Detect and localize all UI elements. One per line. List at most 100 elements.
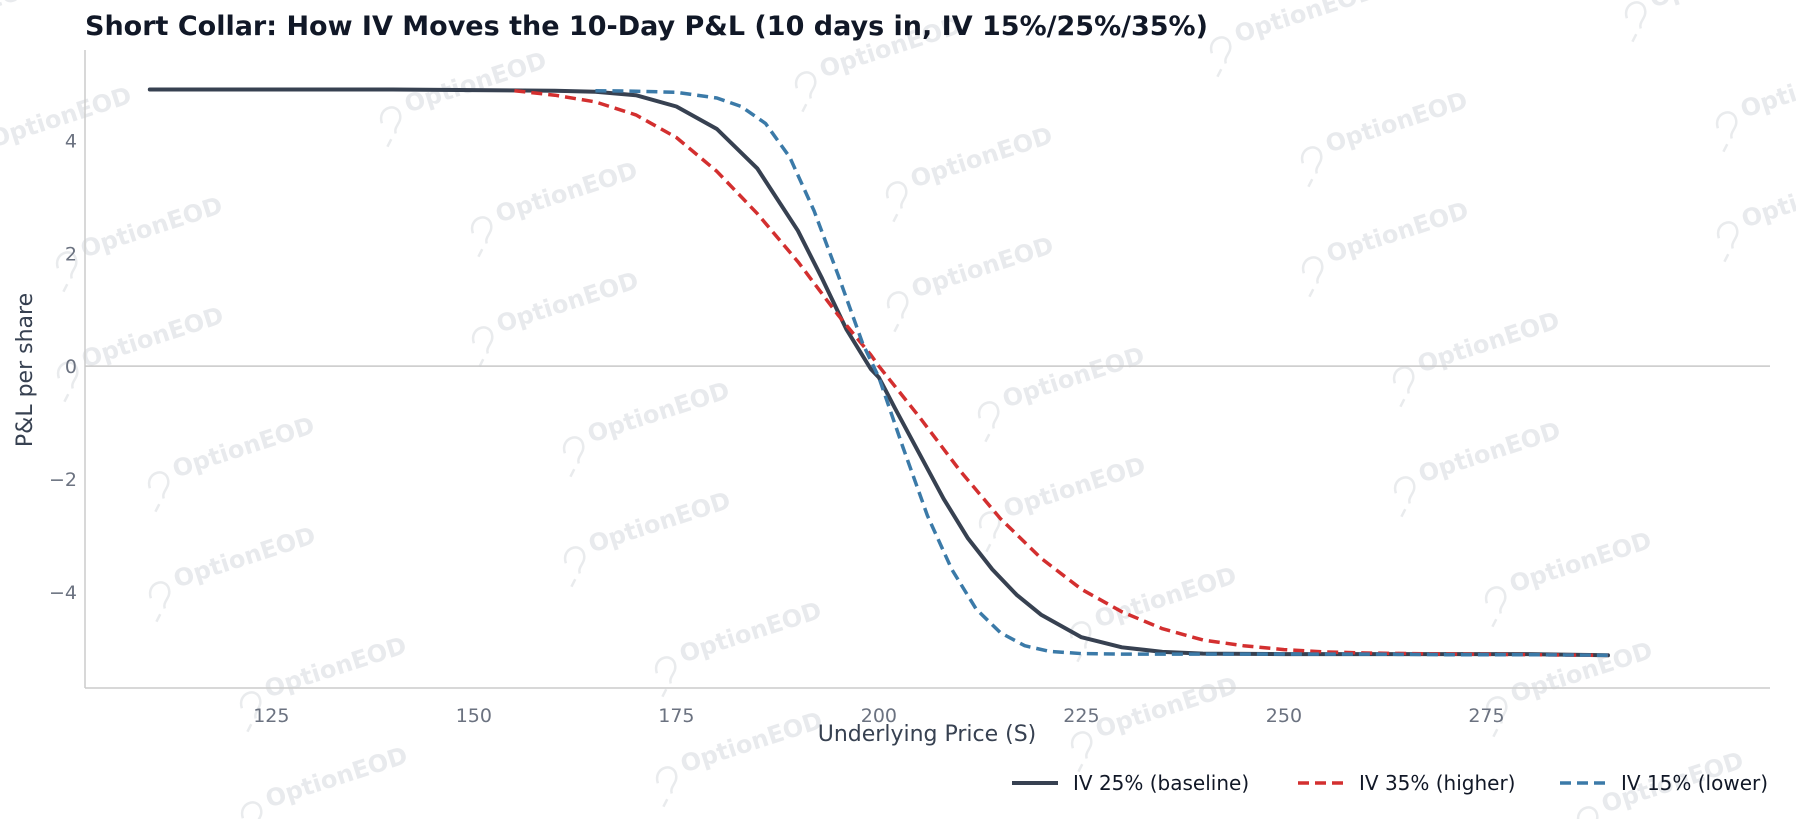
watermark-logo-icon	[1576, 806, 1599, 819]
series-line-2	[514, 88, 1609, 658]
watermark-logo-icon	[562, 436, 585, 478]
watermark-logo-icon	[655, 766, 678, 808]
legend-label: IV 15% (lower)	[1621, 771, 1768, 795]
watermark: OptionEOD	[148, 521, 319, 623]
watermark: OptionEOD	[1716, 161, 1796, 263]
watermark-text: OptionEOD	[1506, 526, 1655, 598]
watermark-logo-icon	[1715, 111, 1738, 153]
watermark-text: OptionEOD	[492, 156, 641, 228]
watermark-logo-icon	[1716, 221, 1739, 263]
watermark: OptionEOD	[562, 376, 733, 478]
watermark-logo-icon	[1070, 731, 1093, 773]
y-tick-label: 4	[65, 130, 77, 152]
watermark: OptionEOD	[56, 301, 227, 403]
watermark: OptionEOD	[978, 451, 1149, 553]
watermark-text: OptionEOD	[1091, 561, 1240, 633]
watermark-text: OptionEOD	[1092, 671, 1241, 743]
series-line-1	[147, 87, 1610, 658]
watermark-logo-icon	[654, 656, 677, 698]
y-tick-label: −2	[49, 469, 77, 491]
watermark-logo-icon	[1393, 476, 1416, 518]
watermark-text: OptionEOD	[1322, 86, 1471, 158]
x-tick-label: 150	[456, 705, 492, 727]
legend: IV 25% (baseline) IV 35% (higher) IV 15% (…	[1012, 771, 1768, 795]
watermark-logo-icon	[977, 401, 1000, 443]
y-tick-label: 0	[65, 356, 77, 378]
x-tick-label: 200	[861, 705, 897, 727]
watermark-logo-icon	[1209, 36, 1232, 78]
watermark-logo-icon	[1300, 146, 1323, 188]
watermark-logo-icon	[240, 801, 263, 819]
watermark-text: OptionEOD	[262, 741, 411, 813]
watermark: OptionEOD	[379, 46, 550, 148]
y-axis-label: P&L per share	[13, 293, 38, 447]
watermark-text: OptionEOD	[677, 706, 826, 778]
watermark: OptionEOD	[1069, 561, 1240, 663]
watermark-text: OptionEOD	[1414, 306, 1563, 378]
watermark: OptionEOD	[1485, 636, 1656, 738]
y-ticks: −4 −2 0 2 4	[49, 130, 77, 604]
x-ticks: 125 150 175 200 225 250 275	[253, 705, 1504, 727]
x-tick-label: 125	[253, 705, 289, 727]
watermark-text: OptionEOD	[1737, 51, 1796, 123]
watermark: OptionEOD	[240, 741, 411, 819]
watermark-logo-icon	[885, 181, 908, 223]
watermark-text: OptionEOD	[401, 46, 550, 118]
legend-label: IV 35% (higher)	[1359, 771, 1515, 795]
watermark-text: OptionEOD	[169, 411, 318, 483]
x-tick-label: 175	[658, 705, 694, 727]
watermark-text: OptionEOD	[261, 631, 410, 703]
watermark: OptionEOD	[1301, 196, 1472, 298]
x-tick-label: 275	[1468, 705, 1504, 727]
watermark-text: OptionEOD	[170, 521, 319, 593]
watermark-logo-icon	[563, 546, 586, 588]
watermark: OptionEOD	[885, 121, 1056, 223]
watermark: OptionEOD	[563, 486, 734, 588]
chart-title: Short Collar: How IV Moves the 10-Day P&…	[85, 11, 1208, 42]
series-line-3	[595, 88, 1609, 658]
watermark-text: OptionEOD	[999, 341, 1148, 413]
watermark-text: OptionEOD	[0, 0, 44, 43]
x-tick-label: 225	[1063, 705, 1099, 727]
watermark: OptionEOD	[1484, 526, 1655, 628]
watermark: OptionEOD	[1393, 416, 1564, 518]
watermark-logo-icon	[1301, 256, 1324, 298]
watermark-text: OptionEOD	[1323, 196, 1472, 268]
x-axis-label: Underlying Price (S)	[818, 722, 1037, 747]
watermark-text: OptionEOD	[908, 231, 1057, 303]
y-tick-label: 2	[65, 243, 77, 265]
watermark: OptionEOD	[1209, 0, 1380, 78]
watermark-logo-icon	[978, 511, 1001, 553]
watermark-text: OptionEOD	[676, 596, 825, 668]
watermark: OptionEOD	[471, 266, 642, 368]
watermark-logo-icon	[379, 106, 402, 148]
series-lines	[147, 87, 1610, 658]
watermark: OptionEOD	[470, 156, 641, 258]
watermark: OptionEOD	[0, 0, 44, 43]
watermark: OptionEOD	[147, 411, 318, 513]
watermark: OptionEOD	[977, 341, 1148, 443]
watermark-logo-icon	[239, 691, 262, 733]
watermark-logo-icon	[1392, 366, 1415, 408]
watermark-text: OptionEOD	[584, 376, 733, 448]
watermark: OptionEOD	[886, 231, 1057, 333]
watermark-text: OptionEOD	[585, 486, 734, 558]
watermark-logo-icon	[1069, 621, 1092, 663]
watermark-logo-icon	[56, 361, 79, 403]
watermark-logo-icon	[794, 71, 817, 113]
watermark-logo-icon	[1485, 696, 1508, 738]
watermark-text: OptionEOD	[1000, 451, 1149, 523]
watermark-text: OptionEOD	[1646, 0, 1795, 13]
watermark-text: OptionEOD	[77, 191, 226, 263]
watermark: OptionEOD	[1300, 86, 1471, 188]
watermark: OptionEOD	[1392, 306, 1563, 408]
watermark: OptionEOD	[1715, 51, 1796, 153]
watermark-logo-icon	[148, 581, 171, 623]
x-tick-label: 250	[1266, 705, 1302, 727]
watermark: OptionEOD	[1624, 0, 1795, 43]
watermark-text: OptionEOD	[78, 301, 227, 373]
watermark-text: OptionEOD	[1231, 0, 1380, 48]
watermark-text: OptionEOD	[907, 121, 1056, 193]
